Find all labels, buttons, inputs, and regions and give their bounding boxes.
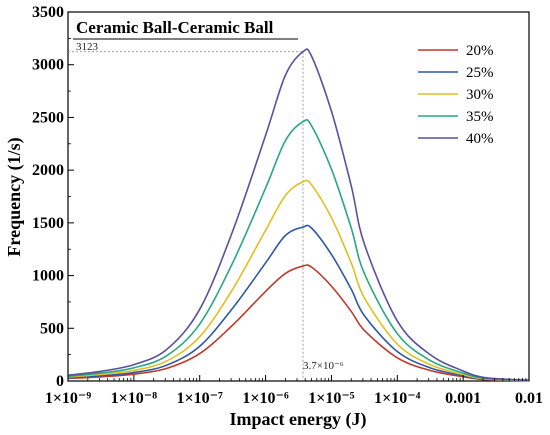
series-line-30pct bbox=[67, 179, 530, 382]
series-line-25pct bbox=[67, 224, 530, 382]
plot-frame bbox=[67, 11, 530, 382]
y-tick-label: 0 bbox=[56, 373, 64, 390]
y-tick-label: 2000 bbox=[32, 162, 64, 179]
x-tick-label: 0.01 bbox=[515, 390, 543, 407]
legend: 20% 25% 30% 35% 40% bbox=[418, 43, 494, 147]
legend-label: 40% bbox=[466, 131, 494, 147]
peak-value-annotation: 3123 bbox=[76, 41, 99, 53]
y-tick-label: 1000 bbox=[32, 268, 64, 285]
x-tick-label: 1×10⁻⁸ bbox=[111, 390, 158, 407]
x-axis-ticks: 1×10⁻⁹ 1×10⁻⁸ 1×10⁻⁷ 1×10⁻⁶ 1×10⁻⁵ 1×10⁻⁴ 0.00… bbox=[45, 375, 543, 407]
x-tick-label: 1×10⁻⁹ bbox=[45, 390, 92, 407]
y-tick-label: 3000 bbox=[32, 57, 64, 74]
y-tick-label: 2500 bbox=[32, 109, 64, 126]
x-tick-label: 0.001 bbox=[445, 390, 481, 407]
legend-label: 35% bbox=[466, 109, 494, 125]
y-tick-label: 500 bbox=[40, 320, 64, 337]
x-tick-label: 1×10⁻⁵ bbox=[308, 390, 355, 407]
y-tick-label: 3500 bbox=[32, 4, 64, 21]
x-tick-label: 1×10⁻⁷ bbox=[177, 390, 224, 407]
x-axis-title: Impact energy (J) bbox=[230, 409, 367, 430]
series-line-35pct bbox=[67, 119, 530, 382]
x-tick-label: 1×10⁻⁴ bbox=[374, 390, 421, 407]
x-tick-label: 1×10⁻⁶ bbox=[242, 390, 289, 407]
y-axis-title: Frequency (1/s) bbox=[4, 137, 25, 256]
y-tick-label: 1500 bbox=[32, 215, 64, 232]
legend-label: 20% bbox=[466, 43, 494, 59]
legend-label: 30% bbox=[466, 87, 494, 103]
series-line-40pct bbox=[67, 48, 530, 381]
legend-label: 25% bbox=[466, 65, 494, 81]
y-axis-ticks: 0 500 1000 1500 2000 2500 3000 3500 bbox=[32, 4, 74, 390]
peak-energy-annotation: 3.7×10⁻⁶ bbox=[303, 360, 344, 372]
chart-title: Ceramic Ball-Ceramic Ball bbox=[76, 18, 274, 37]
series-group bbox=[67, 48, 530, 382]
